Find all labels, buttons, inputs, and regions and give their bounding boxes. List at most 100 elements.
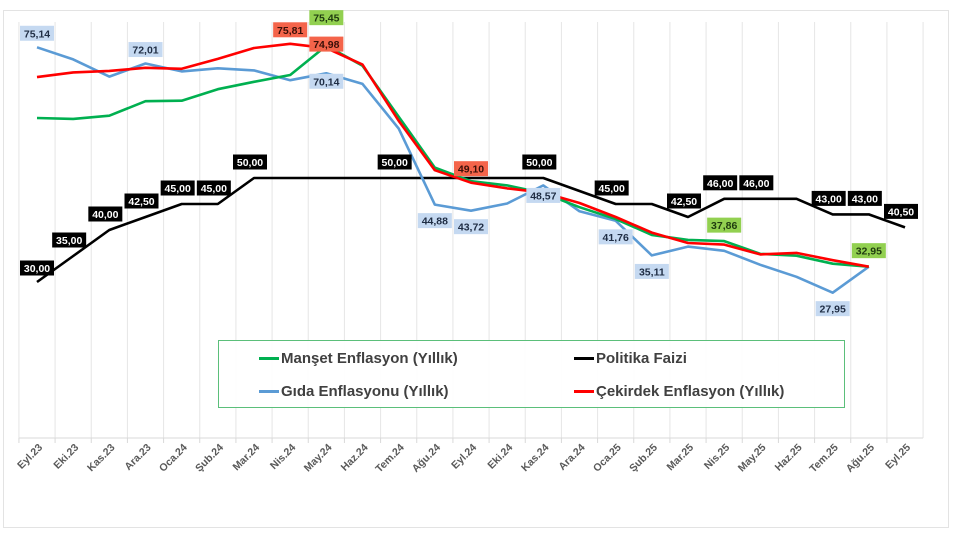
data-label-bg [598,229,633,245]
data-label-bg [160,180,195,196]
legend-label-manset: Manşet Enflasyon (Yıllık) [281,350,458,367]
legend-item-manset: Manşet Enflasyon (Yıllık) [259,350,458,367]
legend-item-cekirdek: Çekirdek Enflasyon (Yıllık) [574,383,784,400]
x-axis: Eyl.23 Eki.23 Kas.23 Ara.23 Oca.24 Şub.24 Mar.… [15,437,924,476]
x-tick-label: Oca.24 [157,442,190,475]
data-label: 45,00 [594,180,629,196]
x-tick-label: May.24 [302,442,335,475]
x-tick-label: Ağu.25 [844,442,877,475]
data-label-text: 45,00 [201,183,227,195]
data-label: 32,95 [851,243,886,259]
data-label-bg [233,154,267,170]
data-label-bg [309,10,344,26]
data-label-text: 50,00 [526,157,552,169]
x-tick-label: Ara.24 [556,442,587,473]
data-label-text: 43,72 [458,222,484,234]
data-label-bg [667,193,701,209]
data-label: 40,00 [88,206,123,222]
data-label: 70,14 [309,73,344,89]
series-line-g-da-enflasyonu-y-ll-k- [36,46,870,294]
data-label-text: 72,01 [132,45,158,57]
x-tick-label: Eki.23 [51,442,81,472]
data-label: 42,50 [667,193,701,209]
data-label-bg [707,217,742,233]
data-label: 43,72 [454,219,488,235]
data-label: 30,00 [20,260,54,276]
data-label-text: 45,00 [599,183,625,195]
data-label: 42,50 [124,193,159,209]
data-label-bg [815,301,850,317]
data-label-bg [594,180,629,196]
legend-item-gida: Gıda Enflasyonu (Yıllık) [259,383,449,400]
data-label-bg [273,22,308,38]
chart-legend: Manşet Enflasyon (Yıllık) Politika Faizi… [218,340,845,408]
data-label-text: 50,00 [237,157,263,169]
data-label-text: 49,10 [458,164,484,176]
legend-swatch-politika [574,357,594,360]
chart-frame [3,10,949,528]
data-label-text: 70,14 [313,76,339,88]
legend-label-politika: Politika Faizi [596,350,687,367]
data-label-text: 40,50 [888,206,914,218]
data-label-text: 74,98 [313,39,339,51]
x-tick-label: Oca.25 [591,442,624,475]
data-label-text: 35,11 [639,266,665,278]
x-tick-label: Şub.25 [627,442,660,475]
x-tick-label: Haz.24 [339,442,371,474]
data-labels: 75,45 37,86 32,95 30,00 35,00 40,00 42,50 45,00… [20,10,918,317]
series-line--ekirdek-enflasyon-y-ll-k- [36,42,870,268]
series-line-politika-faizi [36,176,906,284]
data-label-text: 37,86 [711,220,737,232]
data-label: 35,00 [52,232,87,248]
data-label: 41,76 [598,229,633,245]
x-tick-label: Mar.24 [231,442,263,474]
x-tick-label: Şub.24 [193,442,226,475]
x-tick-label: Ağu.24 [410,442,443,475]
data-label-bg [124,193,159,209]
legend-label-cekirdek: Çekirdek Enflasyon (Yıllık) [596,383,785,400]
data-label: 49,10 [454,161,488,177]
data-label-text: 43,00 [852,193,878,205]
data-label-text: 44,88 [422,216,448,228]
data-label-bg [811,190,846,206]
data-label-bg [88,206,123,222]
x-tick-label: Eki.24 [485,442,515,472]
data-label: 27,95 [815,301,850,317]
data-label: 72,01 [128,42,163,58]
data-label: 43,00 [811,190,846,206]
x-tick-label: Tem.24 [373,442,407,476]
x-tick-label: May.25 [736,442,769,475]
x-tick-label: Eyl.23 [15,442,45,472]
data-label: 46,00 [739,175,774,191]
data-label: 43,00 [847,190,882,206]
data-label: 75,14 [20,25,54,41]
legend-swatch-cekirdek [574,390,594,393]
data-label-bg [634,263,669,279]
x-tick-label: Eyl.25 [883,442,913,472]
data-label-text: 48,57 [530,190,556,202]
data-label-bg [851,243,886,259]
data-label-bg [417,213,452,229]
x-tick-label: Kas.24 [519,442,552,475]
data-label-bg [196,180,231,196]
data-label: 48,57 [526,187,561,203]
data-label-text: 41,76 [603,232,629,244]
data-label-bg [309,36,344,52]
data-label-bg [847,190,882,206]
data-label-bg [128,42,163,58]
x-tick-label: Tem.25 [807,442,841,476]
data-label-text: 45,00 [165,183,191,195]
data-label-text: 75,81 [277,25,303,37]
series-lines [36,42,906,294]
data-label-text: 27,95 [820,304,846,316]
data-label-bg [20,25,54,41]
x-tick-label: Nis.25 [702,442,732,472]
x-tick-label: Ara.23 [122,442,153,473]
legend-swatch-gida [259,390,279,393]
data-label-bg [52,232,87,248]
data-label: 35,11 [634,263,669,279]
data-label-bg [884,203,918,219]
data-label: 50,00 [522,154,557,170]
data-label: 74,98 [309,36,344,52]
